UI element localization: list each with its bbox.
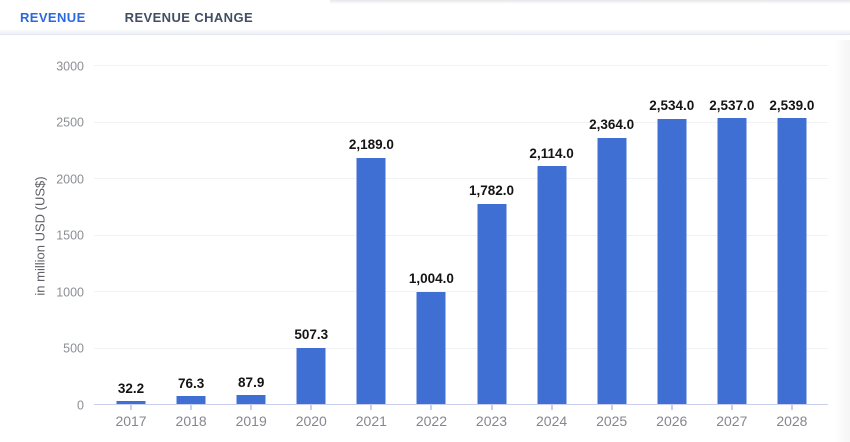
- x-tick-label-2026: 2026: [656, 413, 688, 429]
- x-tick-mark: [550, 405, 553, 410]
- x-tick-mark: [190, 405, 193, 410]
- x-tick-label-2017: 2017: [115, 413, 147, 429]
- y-gridline: [94, 178, 828, 179]
- tab-bar: REVENUE REVENUE CHANGE: [0, 0, 850, 34]
- tab-revenue-change[interactable]: REVENUE CHANGE: [125, 0, 253, 34]
- bar-2026[interactable]: [657, 118, 687, 405]
- tab-revenue[interactable]: REVENUE: [20, 0, 86, 34]
- value-label-2022: 1,004.0: [408, 271, 454, 287]
- bar-2021[interactable]: [356, 157, 386, 405]
- x-tick-label-2025: 2025: [596, 413, 628, 429]
- value-label-2021: 2,189.0: [348, 137, 394, 153]
- x-tick-label-2028: 2028: [776, 413, 808, 429]
- x-tick-mark: [490, 405, 493, 410]
- value-label-2024: 2,114.0: [529, 145, 574, 161]
- y-tick-label: 500: [63, 341, 84, 356]
- y-gridline: [94, 291, 828, 292]
- y-gridline: [94, 347, 828, 349]
- tab-divider: [0, 30, 850, 35]
- value-label-2027: 2,537.0: [709, 97, 755, 113]
- bar-2023[interactable]: [477, 203, 506, 405]
- tab-revenue-change-label: REVENUE CHANGE: [124, 9, 254, 25]
- bar-2018[interactable]: [176, 396, 206, 405]
- bar-column-2019: 87.9 2019: [221, 66, 281, 428]
- value-label-2020: 507.3: [294, 327, 329, 343]
- value-label-2018: 76.3: [177, 375, 205, 391]
- x-tick-mark: [430, 405, 433, 410]
- x-tick-mark: [370, 405, 373, 410]
- x-tick-mark: [670, 405, 673, 410]
- x-tick-mark: [310, 405, 313, 410]
- bar-column-2020: 507.3 2020: [281, 66, 341, 428]
- bar-2020[interactable]: [296, 347, 326, 405]
- x-tick-label-2019: 2019: [235, 413, 267, 429]
- y-tick-label: 2000: [56, 171, 84, 186]
- y-gridline: [94, 121, 828, 123]
- x-tick-mark: [790, 405, 793, 410]
- bar-2017[interactable]: [116, 401, 146, 405]
- y-tick-label: 1500: [56, 228, 84, 243]
- bar-columns: 32.2 2017 76.3 2018 87.9 2019 507.3 2020 2,189.0…: [101, 66, 822, 428]
- y-gridline: [94, 65, 828, 66]
- value-label-2023: 1,782.0: [468, 183, 515, 199]
- value-label-2028: 2,539.0: [769, 97, 815, 113]
- bar-column-2022: 1,004.0 2022: [401, 66, 461, 428]
- x-tick-label-2022: 2022: [415, 413, 447, 429]
- bar-column-2025: 2,364.0 2025: [582, 66, 642, 428]
- bar-2022[interactable]: [416, 291, 446, 405]
- y-gridline: [94, 234, 828, 236]
- bar-column-2018: 76.3 2018: [161, 66, 221, 428]
- y-tick-label: 3000: [56, 58, 84, 73]
- x-tick-label-2024: 2024: [536, 413, 568, 429]
- value-label-2017: 32.2: [117, 380, 145, 396]
- bar-2028[interactable]: [777, 118, 807, 405]
- bar-column-2028: 2,539.0 2028: [762, 66, 822, 428]
- y-tick-label: 1000: [56, 284, 84, 299]
- tab-revenue-label: REVENUE: [20, 9, 86, 25]
- y-axis-title-text: in million USD (US$): [32, 176, 48, 296]
- x-tick-mark: [610, 405, 613, 410]
- bar-column-2023: 1,782.0 2023: [461, 66, 521, 428]
- x-tick-label-2023: 2023: [475, 413, 508, 429]
- bar-column-2021: 2,189.0 2021: [341, 66, 401, 428]
- value-label-2026: 2,534.0: [649, 98, 695, 114]
- bar-column-2017: 32.2 2017: [101, 66, 161, 428]
- x-tick-label-2021: 2021: [355, 413, 387, 429]
- x-tick-mark: [250, 405, 253, 410]
- bar-column-2027: 2,537.0 2027: [702, 66, 762, 428]
- x-tick-label-2027: 2027: [716, 413, 748, 429]
- value-label-2025: 2,364.0: [589, 117, 635, 133]
- bar-column-2026: 2,534.0 2026: [642, 66, 702, 428]
- x-tick-mark: [130, 405, 133, 410]
- bar-column-2024: 2,114.0 2024: [522, 66, 582, 428]
- bar-2025[interactable]: [597, 137, 627, 405]
- plot-area: 0 500 1000 1500 2000 2500 3000 32.2 2017 76.3 2018…: [56, 60, 828, 428]
- y-tick-label: 0: [77, 397, 84, 412]
- value-label-2019: 87.9: [238, 374, 265, 390]
- x-tick-label-2020: 2020: [295, 413, 327, 429]
- y-tick-label: 2500: [56, 115, 84, 130]
- x-tick-mark: [730, 405, 733, 410]
- bar-2024[interactable]: [537, 166, 567, 405]
- x-axis-line: [94, 404, 828, 405]
- x-tick-label-2018: 2018: [175, 413, 207, 429]
- bar-2019[interactable]: [236, 395, 266, 405]
- bar-2027[interactable]: [717, 118, 747, 405]
